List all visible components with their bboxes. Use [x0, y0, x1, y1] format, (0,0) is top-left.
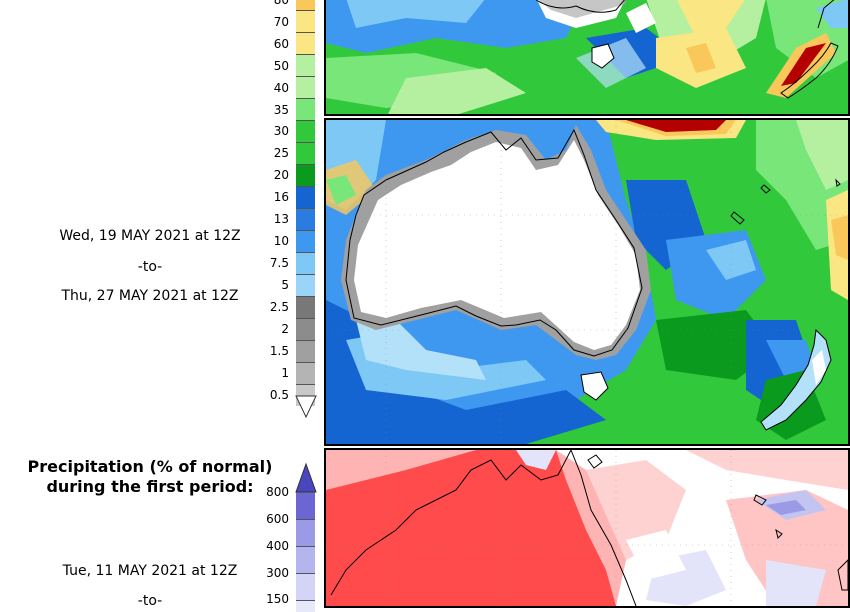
- colorbar-segment: [296, 492, 315, 519]
- period2-separator: -to-: [137, 259, 163, 275]
- colorbar-segment: [296, 142, 315, 164]
- legend-tick: 2.5: [269, 300, 289, 314]
- legend-tick: 13: [273, 212, 289, 226]
- legend-tick: 10: [273, 234, 289, 248]
- percent-map: [324, 448, 850, 608]
- precip-colorbar: [296, 0, 315, 406]
- legend-tick: 1.5: [269, 344, 289, 358]
- legend-tick: 20: [273, 168, 289, 182]
- precip-map-period1: [324, 0, 850, 116]
- percent-title-line1: Precipitation (% of normal): [27, 457, 273, 476]
- colorbar-segment: [296, 98, 315, 120]
- colorbar-segment: [296, 32, 315, 54]
- colorbar-segment: [296, 519, 315, 546]
- colorbar-end-triangle: [295, 395, 317, 419]
- legend-tick: 7.5: [269, 256, 289, 270]
- percent-legend-tick: 300: [266, 566, 289, 580]
- percent-legend-tick: 600: [266, 512, 289, 526]
- colorbar-segment: [296, 252, 315, 274]
- legend-tick: 5: [281, 278, 289, 292]
- colorbar-segment: [296, 230, 315, 252]
- colorbar-segment: [296, 340, 315, 362]
- colorbar-segment: [296, 0, 315, 10]
- colorbar-segment: [296, 208, 315, 230]
- colorbar-segment: [296, 362, 315, 384]
- legend-tick: 1: [281, 366, 289, 380]
- percent-start-date: Tue, 11 MAY 2021 at 12Z: [62, 563, 238, 579]
- legend-tick: 35: [273, 103, 289, 117]
- legend-tick: 2: [281, 322, 289, 336]
- colorbar-segment: [296, 10, 315, 32]
- legend-tick: 30: [273, 124, 289, 138]
- legend-tick: 60: [273, 37, 289, 51]
- period2-end-date: Thu, 27 MAY 2021 at 12Z: [61, 288, 239, 304]
- legend-tick: 16: [273, 190, 289, 204]
- percent-map-canvas: [326, 450, 848, 606]
- legend-tick: 25: [273, 146, 289, 160]
- percent-separator: -to-: [137, 593, 163, 609]
- legend-tick: 80: [273, 0, 289, 7]
- colorbar-segment: [296, 120, 315, 142]
- percent-colorbar-top-triangle: [295, 463, 317, 493]
- colorbar-segment: [296, 296, 315, 318]
- precip-map-period2-canvas: [326, 120, 848, 444]
- colorbar-segment: [296, 546, 315, 573]
- colorbar-segment: [296, 318, 315, 340]
- period2-start-date: Wed, 19 MAY 2021 at 12Z: [59, 228, 241, 244]
- precip-map-period2: [324, 118, 850, 446]
- legend-tick: 40: [273, 81, 289, 95]
- percent-legend-tick: 400: [266, 539, 289, 553]
- colorbar-segment: [296, 186, 315, 208]
- percent-title-line2: during the first period:: [46, 477, 254, 496]
- colorbar-segment: [296, 274, 315, 296]
- legend-tick: 70: [273, 15, 289, 29]
- legend-tick: 0.5: [269, 388, 289, 402]
- colorbar-segment: [296, 76, 315, 98]
- colorbar-segment: [296, 164, 315, 186]
- legend-tick: 50: [273, 59, 289, 73]
- precip-map-period1-canvas: [326, 0, 848, 114]
- colorbar-segment: [296, 573, 315, 600]
- colorbar-segment: [296, 54, 315, 76]
- percent-legend-tick: 800: [266, 485, 289, 499]
